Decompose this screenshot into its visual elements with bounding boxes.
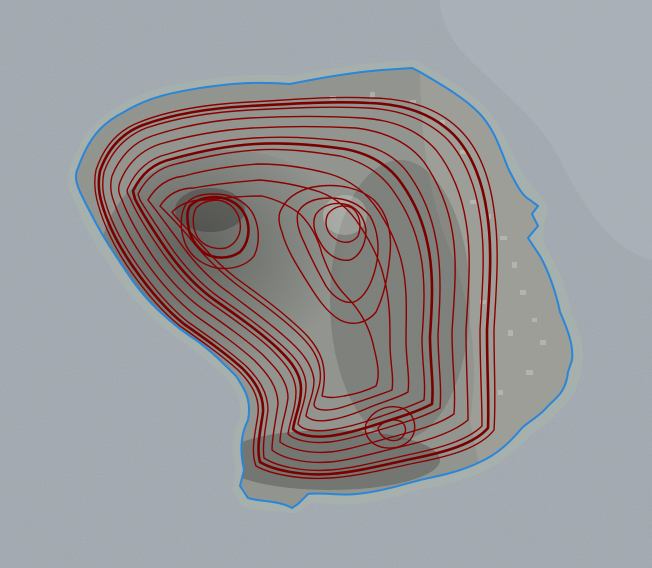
coastline xyxy=(74,66,574,510)
contour-line xyxy=(313,202,367,261)
contour-line xyxy=(101,106,484,472)
contour-line xyxy=(171,195,379,399)
contour-line xyxy=(180,193,259,270)
sea-lighter-area xyxy=(440,0,652,260)
contour-line xyxy=(93,96,498,480)
contour-line xyxy=(325,205,361,243)
contour-line xyxy=(126,136,442,444)
contour-line xyxy=(159,179,394,411)
index-contour-line xyxy=(186,195,250,259)
contour-line xyxy=(296,197,379,304)
contour-line xyxy=(147,163,410,422)
contour-line xyxy=(109,115,470,464)
contour-line xyxy=(117,125,456,454)
contour-line xyxy=(137,148,426,432)
contour-line xyxy=(364,406,416,449)
index-contour-line xyxy=(97,101,492,476)
contour-line xyxy=(278,184,392,324)
contour-line xyxy=(192,199,242,250)
contour-lines xyxy=(93,96,498,480)
index-contour-line xyxy=(131,142,434,438)
index-contours xyxy=(97,101,492,476)
